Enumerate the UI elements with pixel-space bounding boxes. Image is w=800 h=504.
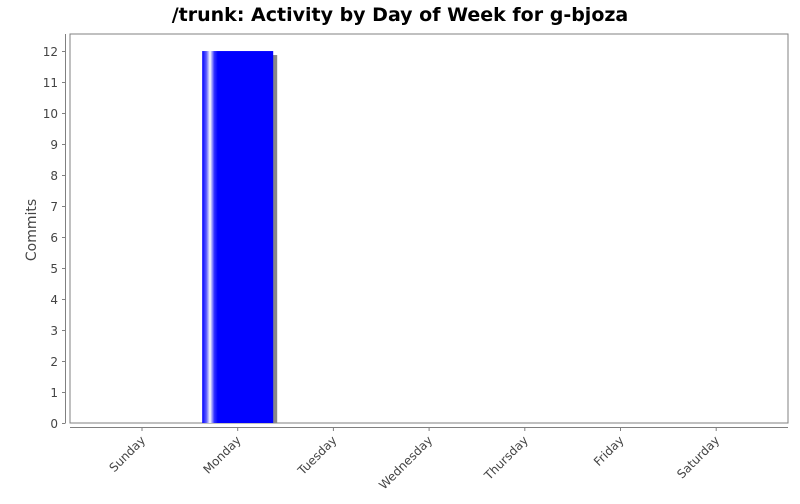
bar-monday	[202, 51, 274, 423]
y-tick-label: 12	[43, 45, 58, 59]
y-tick-label: 7	[50, 200, 58, 214]
chart-title: /trunk: Activity by Day of Week for g-bj…	[172, 4, 629, 26]
plot-area	[69, 33, 789, 424]
y-tick-label: 1	[50, 386, 58, 400]
y-axis-label: Commits	[24, 199, 40, 261]
y-tick-label: 9	[50, 138, 58, 152]
y-tick-label: 11	[43, 76, 58, 90]
x-tick-label: Thursday	[481, 433, 531, 483]
x-tick-label: Tuesday	[294, 433, 339, 478]
y-tick-label: 0	[50, 417, 58, 431]
y-tick-label: 5	[50, 262, 58, 276]
y-tick-label: 10	[43, 107, 58, 121]
x-tick-label: Wednesday	[376, 433, 435, 492]
x-tick-label: Sunday	[106, 433, 148, 475]
y-tick-label: 3	[50, 324, 58, 338]
x-tick-label: Saturday	[674, 433, 722, 481]
x-tick-label: Monday	[200, 433, 243, 476]
x-tick-label: Friday	[591, 433, 627, 469]
y-tick-label: 2	[50, 355, 58, 369]
y-tick-label: 4	[50, 293, 58, 307]
y-tick-label: 8	[50, 169, 58, 183]
y-tick-label: 6	[50, 231, 58, 245]
